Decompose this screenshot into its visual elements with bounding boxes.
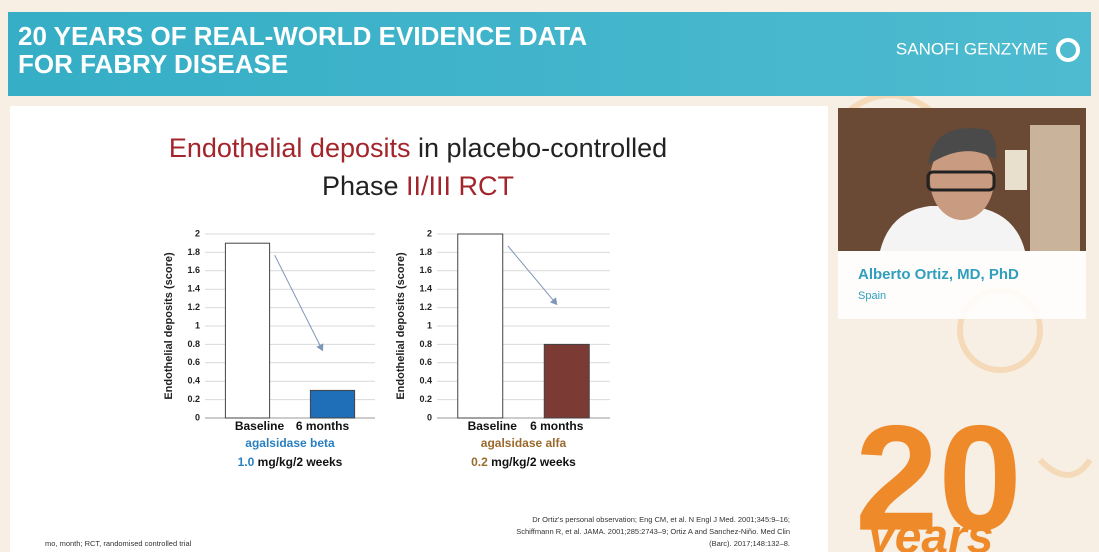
trend-arrow — [274, 254, 324, 352]
logo-word: years — [866, 511, 993, 552]
header-title: 20 YEARS OF REAL-WORLD EVIDENCE DATA — [18, 21, 587, 51]
y-tick-label: 0.2 — [419, 394, 432, 404]
y-tick-label: 1.4 — [419, 284, 432, 294]
y-tick-label: 1.6 — [419, 265, 432, 275]
x-tick-label: 6 months — [296, 419, 350, 433]
slide-title: Endothelial deposits in placebo-controll… — [169, 133, 667, 163]
bar — [309, 389, 356, 419]
y-axis-label: Endothelial deposits (score) — [395, 252, 407, 400]
drug-label: agalsidase alfa — [481, 436, 567, 450]
y-tick-label: 1.6 — [187, 265, 200, 275]
slide-title: Phase II/III RCT — [322, 171, 514, 201]
name-card — [838, 251, 1086, 319]
y-tick-label: 1.4 — [187, 284, 200, 294]
y-tick-label: 1.8 — [419, 247, 432, 257]
y-tick-label: 0.4 — [187, 376, 200, 386]
y-tick-label: 1.8 — [187, 247, 200, 257]
dose-label: 1.0 mg/kg/2 weeks — [238, 455, 343, 469]
y-tick-label: 1 — [427, 320, 432, 330]
dose-label: 0.2 mg/kg/2 weeks — [471, 455, 576, 469]
y-tick-label: 0 — [427, 412, 432, 422]
y-tick-label: 0 — [195, 412, 200, 422]
y-tick-label: 1.2 — [419, 302, 432, 312]
logo-number: 20 — [855, 394, 1022, 552]
y-tick-label: 1 — [195, 320, 200, 330]
reference: Schiffmann R, et al. JAMA. 2001;285:2743… — [516, 527, 790, 536]
y-tick-label: 0.8 — [419, 339, 432, 349]
footnote: mo, month; RCT, randomised controlled tr… — [45, 539, 192, 548]
y-tick-label: 0.6 — [419, 357, 432, 367]
x-tick-label: Baseline — [235, 419, 285, 433]
speaker-name: Alberto Ortiz, MD, PhD — [858, 266, 1019, 283]
dose-value: 0.2 — [471, 455, 488, 469]
video — [838, 108, 1086, 251]
drug-label: agalsidase beta — [245, 436, 335, 450]
dose-unit: mg/kg/2 weeks — [254, 455, 342, 469]
brand-icon — [1056, 38, 1080, 62]
y-tick-label: 1.2 — [187, 302, 200, 312]
y-tick-label: 2 — [195, 228, 200, 238]
y-axis-label: Endothelial deposits (score) — [163, 252, 175, 400]
y-tick-label: 0.2 — [187, 394, 200, 404]
bar — [457, 233, 504, 419]
brand: SANOFI GENZYME — [896, 39, 1048, 58]
speaker-country: Spain — [858, 290, 886, 302]
reference: (Barc). 2017;148:132–8. — [709, 539, 790, 548]
title-highlight: Endothelial deposits — [169, 133, 411, 163]
dose-unit: mg/kg/2 weeks — [488, 455, 576, 469]
title-highlight: II/III RCT — [406, 171, 514, 201]
y-tick-label: 0.4 — [419, 376, 432, 386]
y-tick-label: 2 — [427, 228, 432, 238]
title-text: Phase — [322, 171, 406, 201]
bar — [224, 242, 271, 419]
y-tick-label: 0.6 — [187, 357, 200, 367]
dose-value: 1.0 — [238, 455, 255, 469]
bar — [543, 343, 590, 419]
reference: Dr Ortiz's personal observation; Eng CM,… — [532, 515, 790, 524]
x-tick-label: Baseline — [468, 419, 518, 433]
trend-arrow — [507, 245, 558, 306]
header-band — [8, 12, 1091, 96]
slide — [10, 106, 828, 552]
title-text: in placebo-controlled — [411, 133, 668, 163]
header-title: FOR FABRY DISEASE — [18, 49, 288, 79]
y-tick-label: 0.8 — [187, 339, 200, 349]
x-tick-label: 6 months — [530, 419, 584, 433]
